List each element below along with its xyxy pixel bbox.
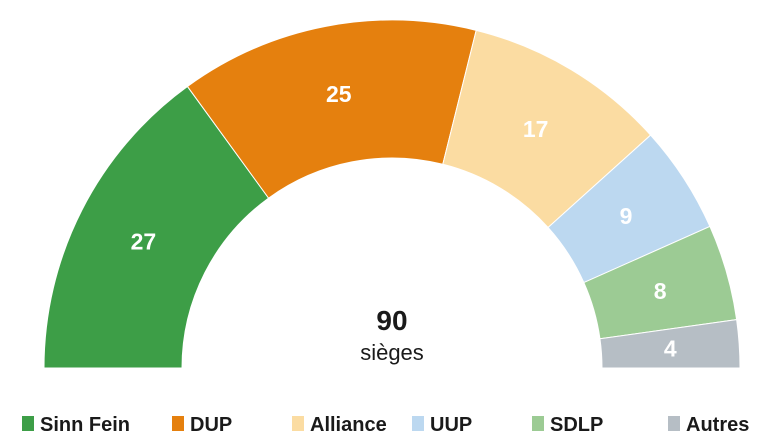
slice-autres xyxy=(599,319,741,369)
legend-item-sdlp: SDLP xyxy=(532,414,603,433)
legend-label-sdlp: SDLP xyxy=(550,414,603,433)
legend-label-dup: DUP xyxy=(190,414,232,433)
slice-sinn-fein xyxy=(43,85,270,369)
slice-label-sdlp: 8 xyxy=(654,278,667,304)
legend-item-uup: UUP xyxy=(412,414,472,433)
slice-label-uup: 9 xyxy=(620,203,633,229)
legend-swatch-sdlp xyxy=(532,416,544,431)
legend-swatch-dup xyxy=(172,416,184,431)
legend-swatch-alliance xyxy=(292,416,304,431)
legend-label-uup: UUP xyxy=(430,414,472,433)
legend-swatch-autres xyxy=(668,416,680,431)
legend-item-alliance: Alliance xyxy=(292,414,387,433)
legend-item-autres: Autres xyxy=(668,414,749,433)
slice-label-alliance: 17 xyxy=(523,116,549,142)
chart-slice-labels: 27 25 17 9 8 4 xyxy=(131,81,677,361)
chart-slices xyxy=(43,19,741,369)
slice-label-sinn-fein: 27 xyxy=(131,228,157,254)
legend-swatch-sinn-fein xyxy=(22,416,34,431)
legend-item-sinn-fein: Sinn Fein xyxy=(22,414,130,433)
slice-label-dup: 25 xyxy=(326,81,352,107)
slice-label-autres: 4 xyxy=(664,336,677,362)
legend-label-alliance: Alliance xyxy=(310,414,387,433)
total-seats-unit: sièges xyxy=(360,340,424,365)
legend-item-dup: DUP xyxy=(172,414,232,433)
legend-label-autres: Autres xyxy=(686,414,749,433)
legend-swatch-uup xyxy=(412,416,424,431)
legend-label-sinn-fein: Sinn Fein xyxy=(40,414,130,433)
chart-legend: Sinn Fein DUP Alliance UUP SDLP Autres xyxy=(22,414,749,433)
total-seats-value: 90 xyxy=(376,305,407,336)
